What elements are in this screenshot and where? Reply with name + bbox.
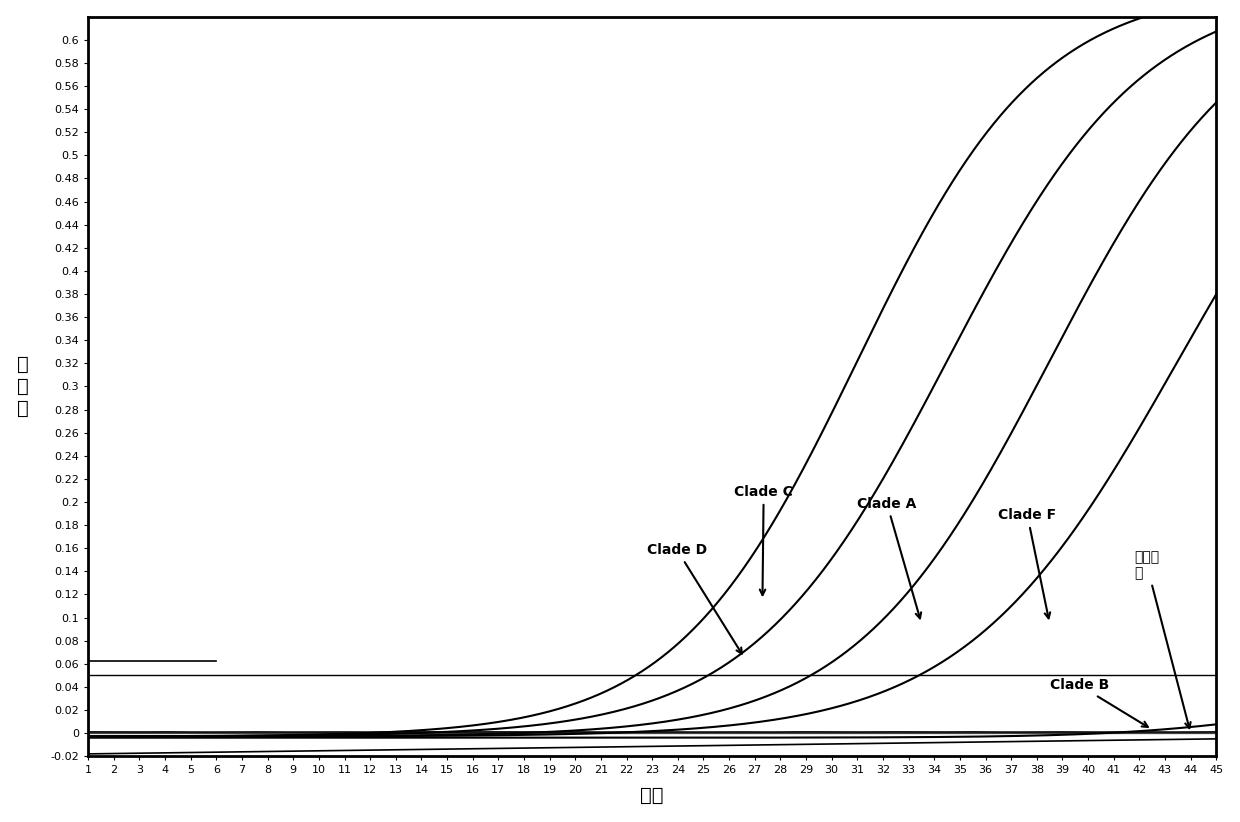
Y-axis label: 荧
光
值: 荧 光 值 [16, 355, 29, 418]
Text: 阴性对
照: 阴性对 照 [1135, 550, 1190, 728]
Text: Clade A: Clade A [857, 496, 921, 618]
Text: Clade D: Clade D [647, 543, 742, 653]
Text: Clade F: Clade F [998, 508, 1056, 618]
Text: Clade C: Clade C [734, 485, 794, 595]
Text: Clade B: Clade B [1049, 678, 1148, 727]
X-axis label: 循环: 循环 [640, 787, 663, 806]
